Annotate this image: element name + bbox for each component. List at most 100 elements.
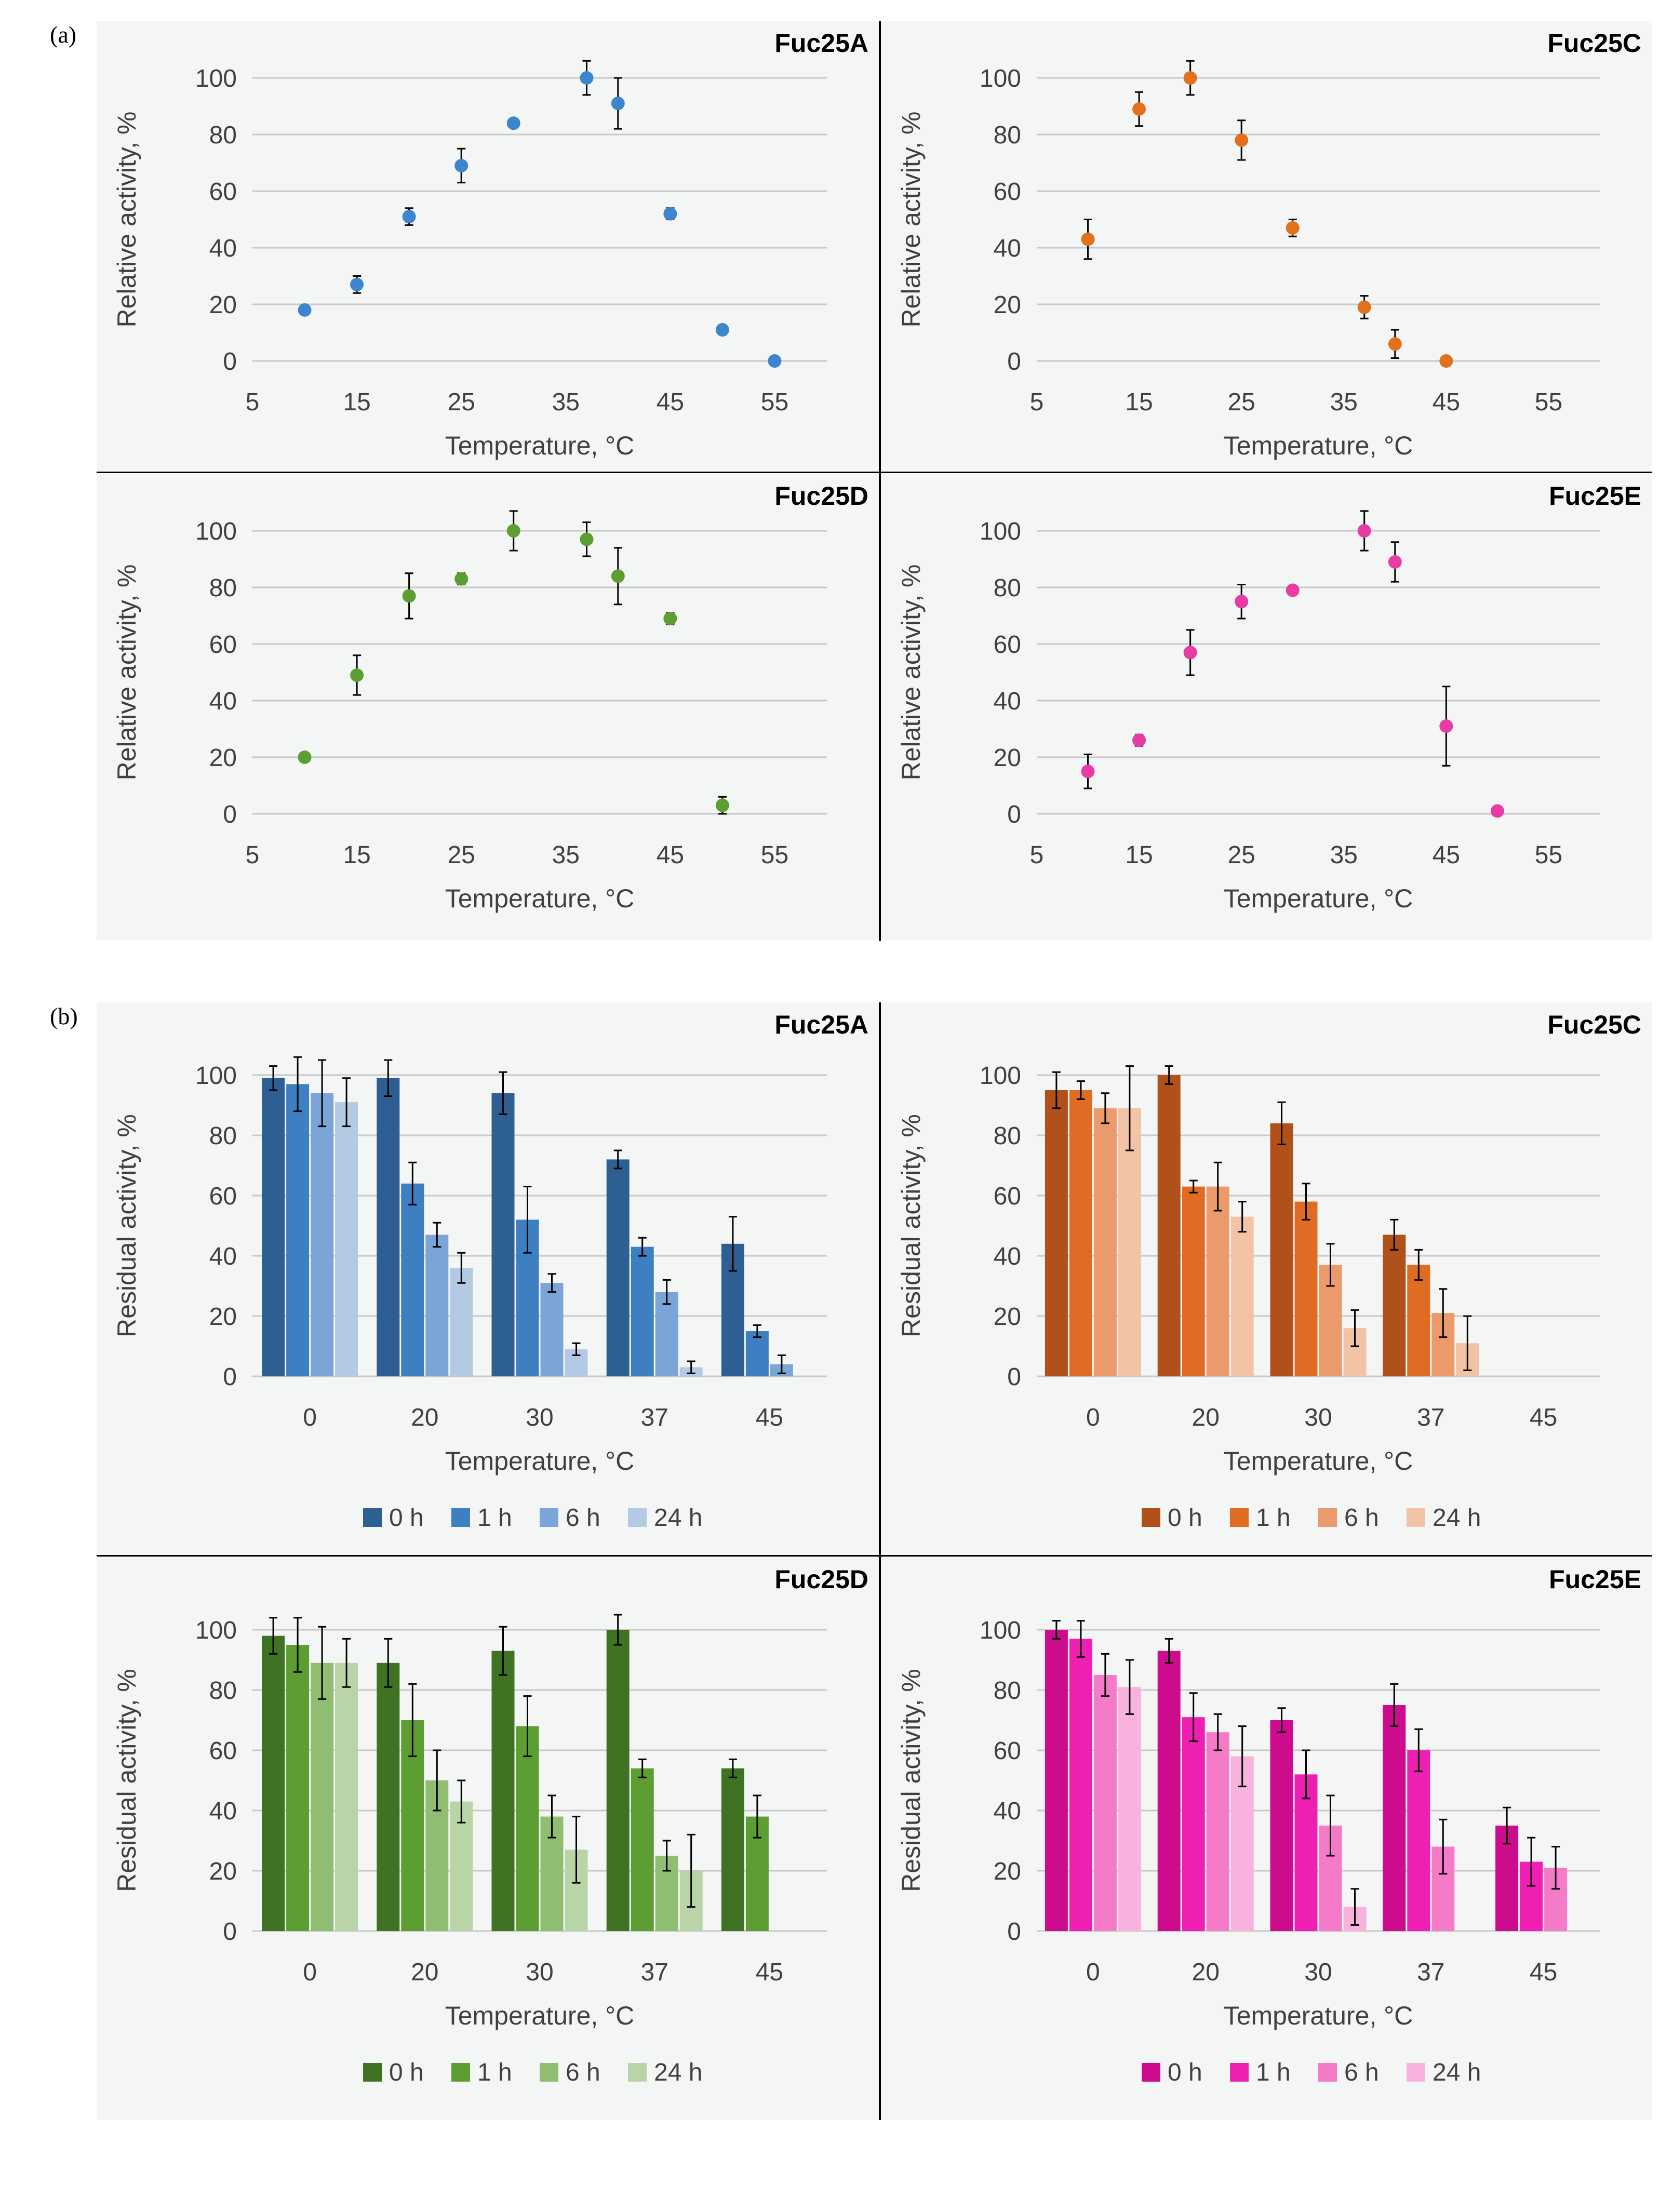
chart-a-fuc25e: Fuc25E 0 20 40 60 80 100 Relative activity, % 5 1… <box>881 474 1652 940</box>
a-fuc25a-ytick-4: 80 <box>209 122 237 149</box>
b-fuc25e-ytick-3: 60 <box>994 1737 1021 1765</box>
b-fuc25a-ytick-0: 0 <box>223 1363 237 1391</box>
chartdata-7-series-3-bar-0 <box>1118 1687 1141 1931</box>
a-fuc25e-ytick-2: 40 <box>994 688 1021 715</box>
chartdata-7-series-1-bar-1 <box>1182 1717 1205 1931</box>
b-fuc25a-title: Fuc25A <box>774 1010 868 1039</box>
a-fuc25a-xtick-2: 25 <box>447 388 475 416</box>
chartdata-7-series-0-bar-0 <box>1045 1630 1068 1931</box>
chartdata-6-series-0-bar-3 <box>606 1630 630 1931</box>
b-fuc25d-legend-label-2: 6 h <box>566 2059 600 2086</box>
a-fuc25e-ytick-4: 80 <box>994 574 1021 602</box>
a-fuc25a-ytick-5: 100 <box>195 65 237 92</box>
b-fuc25c-ytick-1: 20 <box>994 1303 1021 1331</box>
chart-b-fuc25e: Fuc25E 0 20 40 60 80 100 Residual activity, % 0 2… <box>881 1557 1652 2120</box>
b-fuc25e-legend-swatch-2 <box>1318 2063 1337 2082</box>
chartdata-6-series-0-bar-4 <box>721 1768 744 1931</box>
a-fuc25e-xlabel: Temperature, °C <box>1224 884 1413 913</box>
chartdata-6-series-1-bar-3 <box>631 1768 654 1931</box>
b-fuc25a-xlabel: Temperature, °C <box>445 1446 635 1476</box>
chartdata-5-series-1-bar-3 <box>1407 1265 1430 1376</box>
chartdata-0-point-8 <box>715 323 729 337</box>
b-fuc25d-ytick-1: 20 <box>209 1858 237 1885</box>
b-fuc25c-ytick-3: 60 <box>994 1183 1021 1210</box>
b-fuc25e-legend-label-2: 6 h <box>1344 2059 1379 2086</box>
b-fuc25c-legend-label-2: 6 h <box>1344 1504 1379 1532</box>
b-fuc25c-ytick-5: 100 <box>980 1062 1021 1090</box>
a-fuc25a-xlabel: Temperature, °C <box>445 431 635 460</box>
a-fuc25d-xtick-4: 45 <box>657 841 684 869</box>
chartdata-0-point-0 <box>298 303 312 317</box>
chartdata-0-point-1 <box>350 277 364 291</box>
b-fuc25e-legend-swatch-0 <box>1142 2063 1160 2082</box>
chartdata-4-series-0-bar-3 <box>606 1159 630 1376</box>
chartdata-7-series-2-bar-0 <box>1093 1675 1117 1931</box>
chartdata-5-series-1-bar-1 <box>1182 1186 1205 1376</box>
b-fuc25e-category-1: 20 <box>1192 1959 1220 1986</box>
b-fuc25a-legend-label-0: 0 h <box>389 1504 424 1532</box>
a-fuc25a-xtick-5: 55 <box>761 388 788 416</box>
a-fuc25c-ytick-5: 100 <box>980 65 1021 92</box>
chartdata-3-point-8 <box>1490 804 1504 818</box>
b-fuc25c-xlabel: Temperature, °C <box>1224 1446 1413 1476</box>
divider-vertical-b <box>879 1002 881 2120</box>
b-fuc25a-category-1: 20 <box>411 1404 438 1431</box>
chartdata-7-series-1-bar-2 <box>1294 1774 1318 1931</box>
chartdata-4-series-0-bar-2 <box>491 1093 515 1376</box>
a-fuc25d-ytick-1: 20 <box>209 744 237 772</box>
divider-horizontal-b <box>97 1555 1652 1557</box>
b-fuc25e-legend-label-1: 1 h <box>1256 2059 1291 2086</box>
b-fuc25c-category-3: 37 <box>1417 1404 1444 1431</box>
a-fuc25d-ytick-3: 60 <box>209 631 237 659</box>
b-fuc25a-ytick-4: 80 <box>209 1122 237 1150</box>
chartdata-3-point-3 <box>1235 595 1249 609</box>
chartdata-4-series-3-bar-1 <box>450 1268 473 1376</box>
b-fuc25d-category-3: 37 <box>641 1959 668 1986</box>
chartdata-5-series-0-bar-3 <box>1383 1235 1406 1376</box>
b-fuc25c-legend-swatch-1 <box>1230 1508 1249 1527</box>
a-fuc25e-ylabel: Relative activity, % <box>896 565 926 781</box>
chartdata-3-point-4 <box>1286 583 1300 597</box>
a-fuc25c-xtick-2: 25 <box>1227 388 1255 416</box>
b-fuc25d-ytick-5: 100 <box>195 1617 237 1644</box>
b-fuc25d-legend-swatch-2 <box>540 2063 558 2082</box>
chartdata-7-series-1-bar-0 <box>1069 1639 1092 1931</box>
a-fuc25c-ytick-0: 0 <box>1007 348 1021 376</box>
chartdata-1-point-5 <box>1357 300 1371 314</box>
a-fuc25c-svg: Fuc25C 0 20 40 60 80 100 Relative activity, % 5 1… <box>896 29 1641 460</box>
b-fuc25d-legend-swatch-1 <box>451 2063 470 2082</box>
chartdata-2-point-2 <box>402 589 416 603</box>
chartdata-6-series-3-bar-0 <box>335 1663 358 1931</box>
a-fuc25c-ytick-1: 20 <box>994 291 1021 319</box>
b-fuc25c-category-4: 45 <box>1530 1404 1557 1431</box>
panel-label-a: (a) <box>50 21 77 48</box>
chartdata-2-point-6 <box>611 569 625 583</box>
b-fuc25d-legend-label-1: 1 h <box>477 2059 512 2086</box>
a-fuc25a-xtick-0: 5 <box>246 388 260 416</box>
a-fuc25d-ytick-5: 100 <box>195 518 237 545</box>
divider-horizontal-a <box>97 472 1652 473</box>
b-fuc25e-ytick-4: 80 <box>994 1677 1021 1705</box>
b-fuc25a-legend-swatch-0 <box>363 1508 382 1527</box>
a-fuc25e-ytick-1: 20 <box>994 744 1021 772</box>
chartdata-3-point-1 <box>1132 733 1146 747</box>
chartdata-5-series-1-bar-0 <box>1069 1090 1092 1376</box>
chartdata-3-point-6 <box>1388 555 1402 569</box>
chartdata-7-series-0-bar-2 <box>1270 1720 1293 1931</box>
b-fuc25e-xlabel: Temperature, °C <box>1224 2001 1413 2030</box>
a-fuc25d-xtick-1: 15 <box>343 841 370 869</box>
a-fuc25a-ytick-0: 0 <box>223 348 237 376</box>
b-fuc25c-legend-label-0: 0 h <box>1168 1504 1202 1532</box>
b-fuc25e-legend-label-3: 24 h <box>1433 2059 1481 2086</box>
b-fuc25e-category-0: 0 <box>1086 1959 1100 1986</box>
chartdata-4-series-1-bar-1 <box>401 1183 424 1376</box>
chartdata-5-series-2-bar-1 <box>1206 1186 1229 1376</box>
chartdata-2-point-0 <box>298 750 312 764</box>
a-fuc25d-svg: Fuc25D 0 20 40 60 80 100 Relative activity, % 5 1… <box>112 481 868 913</box>
a-fuc25d-ytick-2: 40 <box>209 688 237 715</box>
b-fuc25d-legend-swatch-3 <box>628 2063 647 2082</box>
b-fuc25e-ytick-1: 20 <box>994 1858 1021 1885</box>
a-fuc25e-svg: Fuc25E 0 20 40 60 80 100 Relative activity, % 5 1… <box>896 481 1641 913</box>
b-fuc25d-ytick-0: 0 <box>223 1918 237 1946</box>
b-fuc25c-ylabel: Residual activity, % <box>896 1114 926 1337</box>
